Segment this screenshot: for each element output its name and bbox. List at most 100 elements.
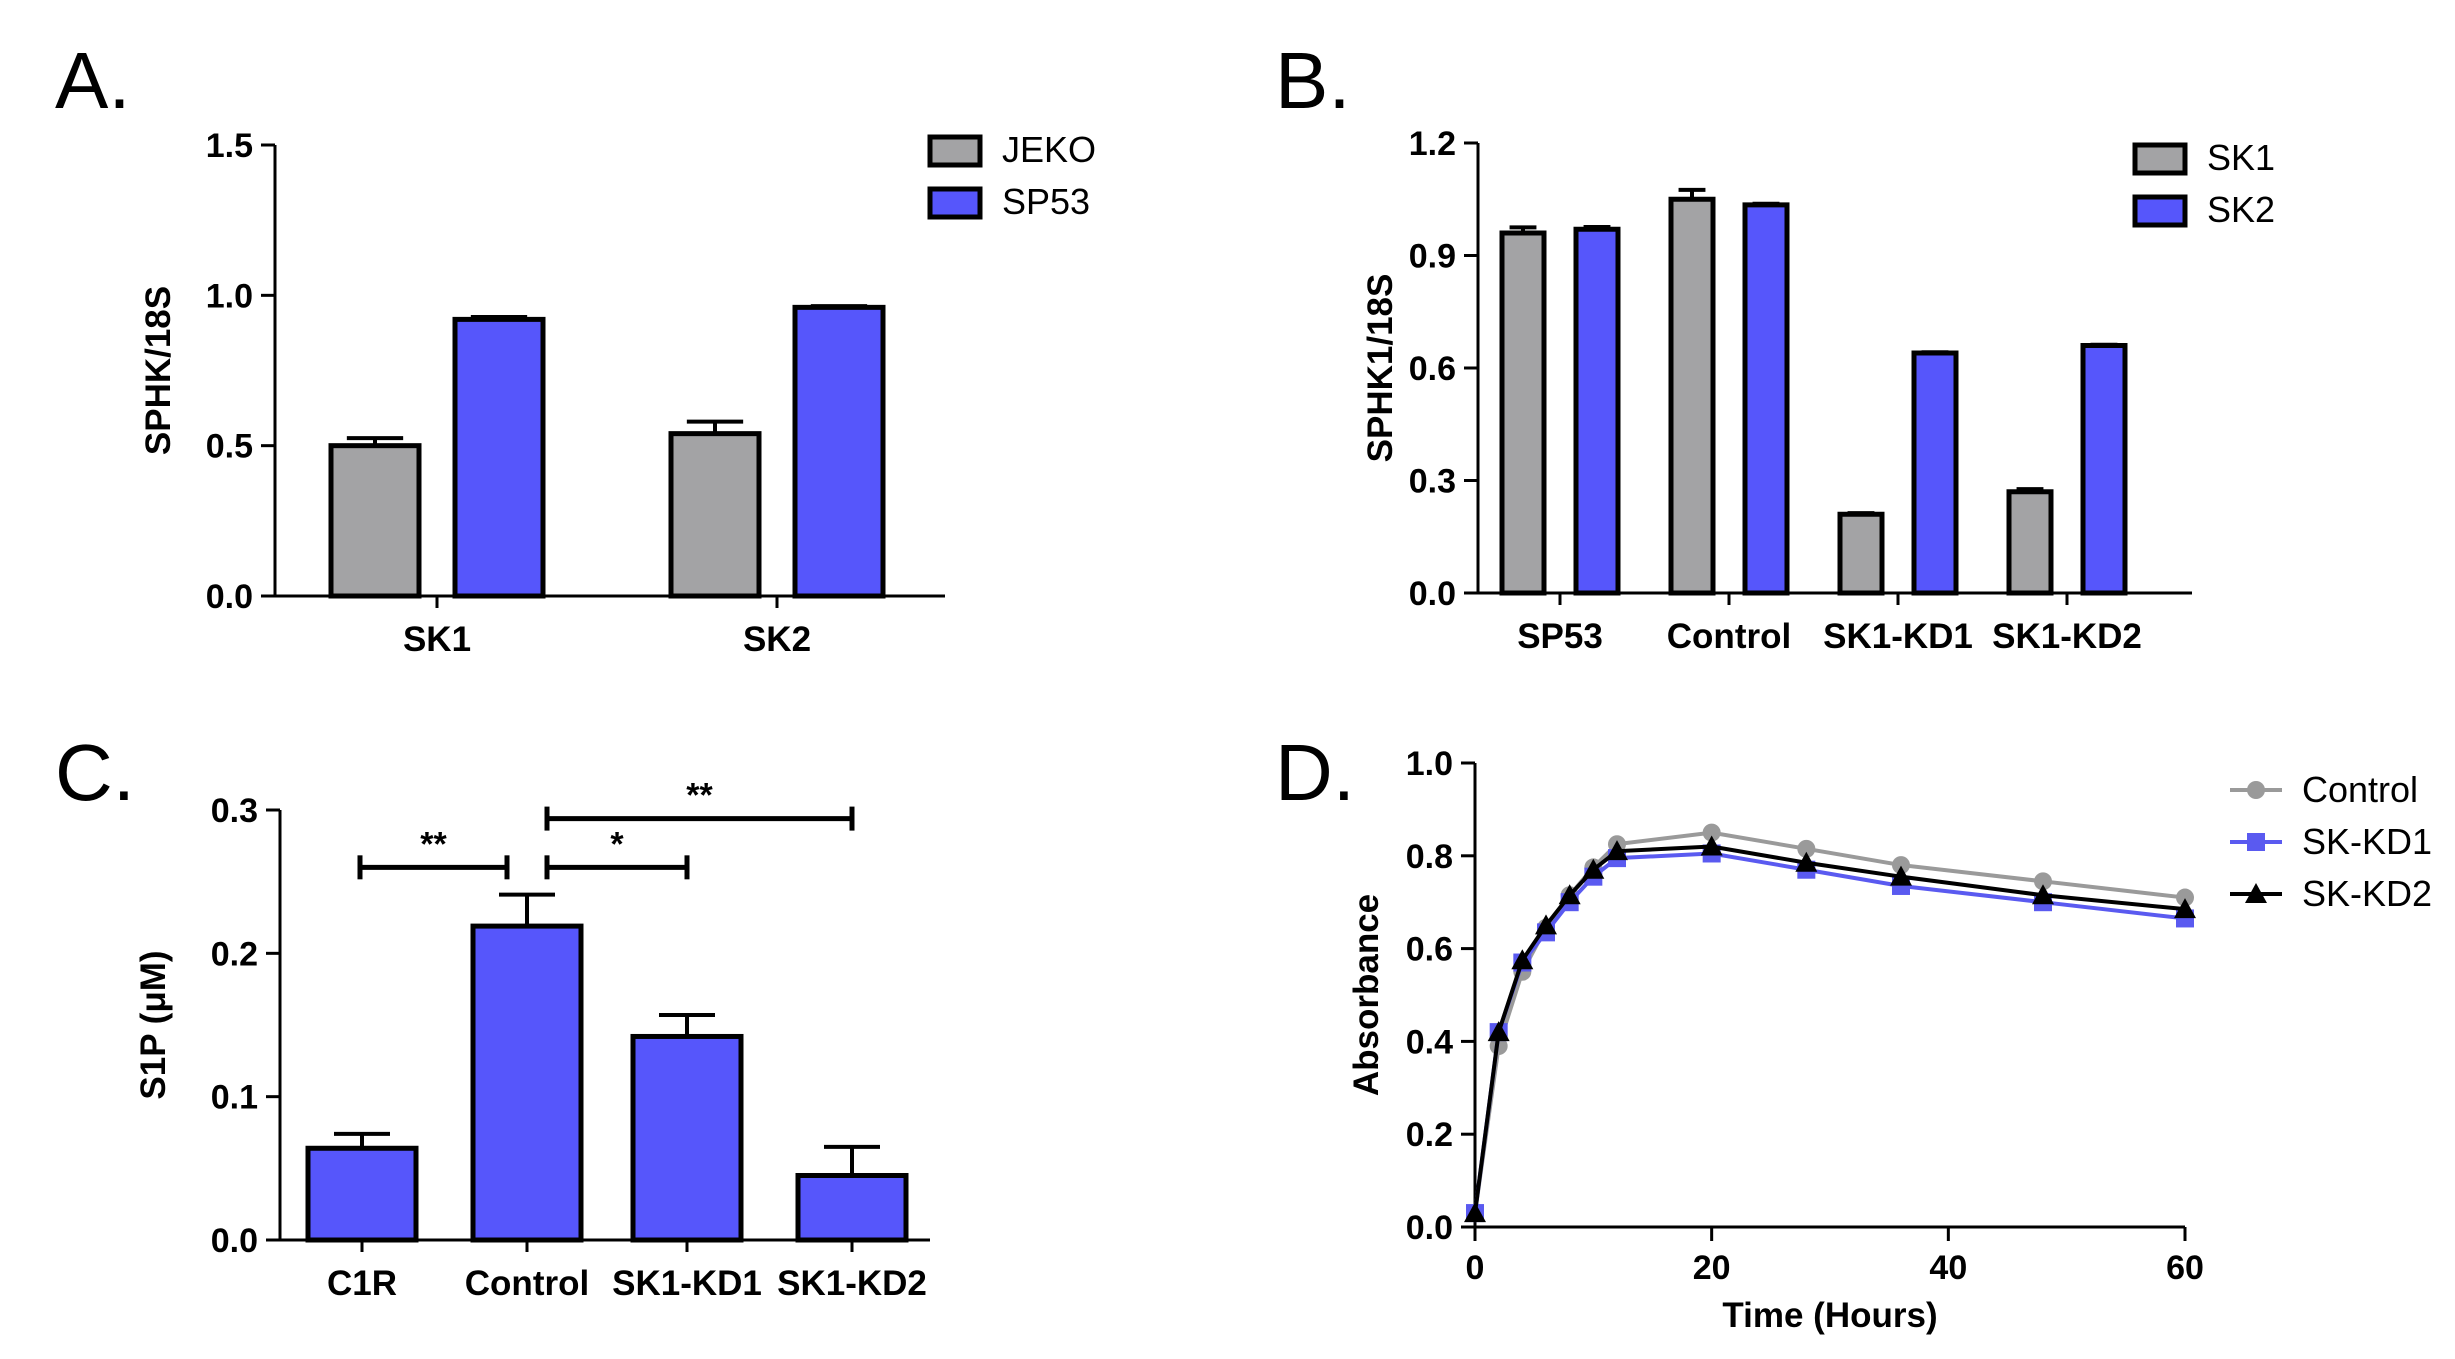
panel-label: A. <box>55 36 131 125</box>
y-axis-title: SPHK1/18S <box>1361 274 1400 463</box>
legend-label: SP53 <box>1002 181 1090 222</box>
legend-marker <box>2245 883 2267 903</box>
y-tick-label: 1.0 <box>206 277 253 315</box>
data-point <box>1558 884 1581 905</box>
panel-c: C. 0.0 0.1 0.2 0.3 S1P (μM) C1R Control SK1-KD1 S… <box>55 728 930 1303</box>
data-point <box>1795 851 1818 872</box>
series-line <box>1473 844 2186 1214</box>
y-tick-label: 0.6 <box>1409 350 1456 388</box>
y-tick-label: 0.8 <box>1406 838 1453 876</box>
legend-marker <box>2247 781 2265 799</box>
x-category-label: SP53 <box>1517 617 1603 656</box>
y-tick-label: 0.2 <box>1406 1116 1453 1154</box>
legend-label: SK2 <box>2207 189 2275 230</box>
significance-label: ** <box>686 777 713 815</box>
x-category-label: SK1-KD1 <box>612 1264 762 1303</box>
y-tick-label: 0.1 <box>211 1079 258 1117</box>
panel-b: B. 0.0 0.3 0.6 0.9 1.2 SPHK1/18S SP53 Control SK1… <box>1275 36 2275 656</box>
series-line <box>1473 851 2186 1214</box>
y-tick-label: 0.4 <box>1406 1023 1453 1061</box>
bar-sk2 <box>1742 202 1790 596</box>
y-axis-title: S1P (μM) <box>134 950 173 1099</box>
y-tick-label: 1.0 <box>1406 745 1453 783</box>
legend-label: JEKO <box>1002 129 1096 170</box>
legend-swatch-sp53 <box>927 186 983 220</box>
series-control <box>1466 823 2194 1223</box>
legend-marker <box>2247 833 2265 851</box>
panel-label: B. <box>1275 36 1351 125</box>
data-point <box>1606 840 1628 861</box>
data-point <box>2032 884 2054 905</box>
y-tick-label: 0.6 <box>1406 931 1453 969</box>
bar-sp53 <box>792 304 886 599</box>
panel-label: D. <box>1275 728 1355 817</box>
bar-sk1 <box>1668 196 1716 596</box>
legend-label: SK-KD2 <box>2302 873 2432 914</box>
x-category-label: Control <box>465 1264 589 1303</box>
panel-d: D. 0.0 0.2 0.4 0.6 0.8 1.0 Absorbance 0 20 40 60 Tim… <box>1275 728 2432 1335</box>
legend-swatch-sk2 <box>2132 194 2188 228</box>
series-line <box>1473 830 2186 1214</box>
data-point <box>1464 1202 1486 1223</box>
significance-label: * <box>610 825 624 863</box>
y-tick-label: 0.0 <box>211 1222 258 1260</box>
bar-sp53 <box>452 316 546 599</box>
bar-s1p <box>795 1173 909 1243</box>
y-tick-label: 0.9 <box>1409 238 1456 276</box>
bar-sk2 <box>1911 350 1959 596</box>
y-tick-label: 0.0 <box>206 578 253 616</box>
x-category-label: Control <box>1667 617 1791 656</box>
bar-sk2 <box>1573 226 1621 596</box>
data-point <box>2174 898 2196 919</box>
y-tick-label: 0.0 <box>1406 1209 1453 1247</box>
x-tick-label: 0 <box>1466 1249 1485 1287</box>
data-point <box>1582 858 1605 879</box>
data-point <box>1797 839 1816 858</box>
y-tick-label: 1.5 <box>206 127 253 165</box>
panel-label: C. <box>55 728 135 817</box>
legend-swatch-sk1 <box>2132 142 2188 176</box>
bar-s1p <box>470 923 584 1243</box>
y-tick-label: 0.3 <box>1409 463 1456 501</box>
y-tick-label: 0.5 <box>206 428 253 466</box>
bar-jeko <box>668 431 762 599</box>
bar-s1p <box>630 1033 744 1243</box>
x-category-label: SK1-KD2 <box>1992 617 2142 656</box>
data-point <box>1511 949 1534 970</box>
data-point <box>1700 835 1723 856</box>
legend-label: SK-KD1 <box>2302 821 2432 862</box>
y-axis-title: SPHK/18S <box>139 286 178 455</box>
series-sk-kd2 <box>1464 835 2196 1223</box>
x-category-label: SK1-KD1 <box>1823 617 1973 656</box>
bar-sk1 <box>1499 230 1547 596</box>
x-tick-label: 60 <box>2166 1249 2204 1287</box>
bar-jeko <box>328 443 422 599</box>
y-tick-label: 1.2 <box>1409 125 1456 163</box>
data-point <box>2176 888 2194 907</box>
data-point <box>1487 1021 1510 1042</box>
data-point <box>1702 823 1721 842</box>
y-tick-label: 0.0 <box>1409 575 1456 613</box>
bar-sk2 <box>2080 343 2128 596</box>
bar-s1p <box>305 1145 419 1243</box>
y-tick-label: 0.2 <box>211 935 258 973</box>
x-category-label: SK1 <box>403 620 471 659</box>
legend-label: Control <box>2302 769 2418 810</box>
data-point <box>1892 856 1910 875</box>
data-point <box>2034 872 2052 891</box>
bar-sk1 <box>1837 511 1885 596</box>
x-category-label: SK2 <box>743 620 811 659</box>
y-axis-title: Absorbance <box>1347 894 1386 1096</box>
legend-swatch-jeko <box>927 134 983 168</box>
bar-sk1 <box>2006 489 2054 596</box>
data-point <box>1535 914 1557 935</box>
x-axis-title: Time (Hours) <box>1722 1296 1937 1335</box>
data-point <box>1890 865 1912 886</box>
legend-label: SK1 <box>2207 137 2275 178</box>
x-tick-label: 40 <box>1929 1249 1967 1287</box>
y-tick-label: 0.3 <box>211 792 258 830</box>
panel-a: A. 0.0 0.5 1.0 1.5 SPHK/18S SK1 SK2 JEKO SP53 <box>55 36 1096 659</box>
x-category-label: C1R <box>327 1264 397 1303</box>
x-category-label: SK1-KD2 <box>777 1264 927 1303</box>
